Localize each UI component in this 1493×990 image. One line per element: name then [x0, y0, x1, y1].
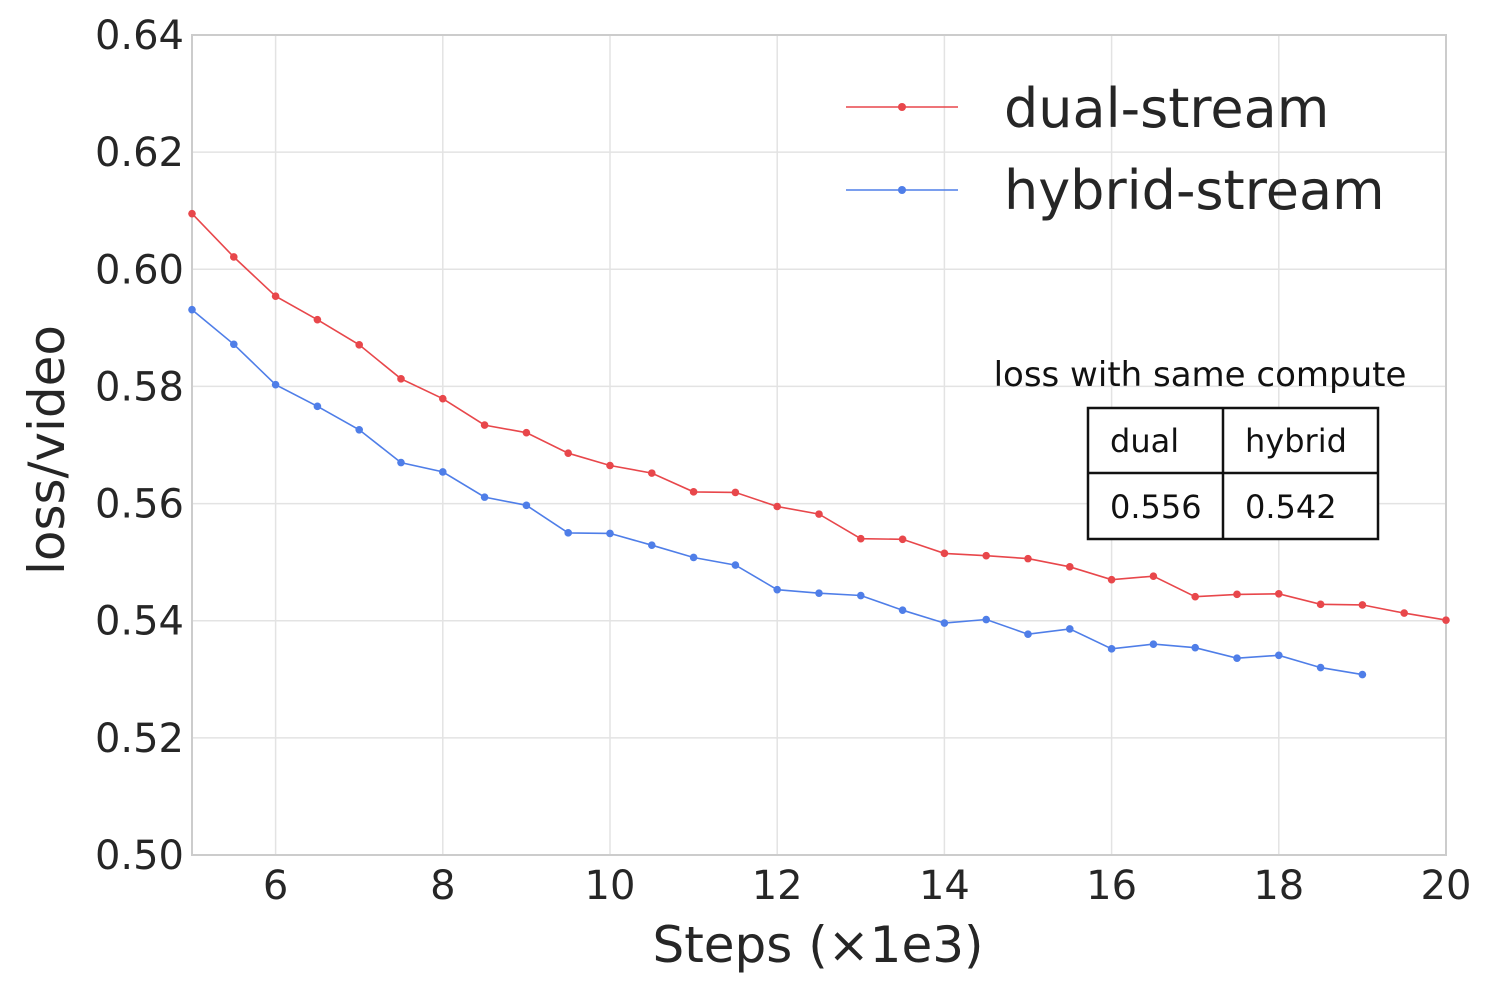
data-point-hybrid-stream — [313, 402, 322, 411]
data-point-dual-stream — [815, 510, 823, 518]
legend-marker-hybrid-stream — [898, 186, 906, 194]
y-tick-label: 0.56 — [95, 482, 184, 528]
data-point-dual-stream — [857, 534, 865, 543]
data-point-hybrid-stream — [480, 493, 489, 501]
data-point-hybrid-stream — [940, 619, 949, 627]
data-point-hybrid-stream — [522, 501, 531, 510]
series-hybrid-stream — [188, 305, 1367, 679]
data-point-dual-stream — [731, 488, 740, 497]
x-tick-label: 16 — [1086, 863, 1137, 909]
y-axis-ticks: 0.50 0.52 0.54 0.56 0.58 0.60 0.62 0.64 — [95, 13, 184, 879]
data-point-hybrid-stream — [773, 585, 781, 594]
data-point-hybrid-stream — [648, 541, 656, 549]
data-point-dual-stream — [1191, 592, 1199, 601]
data-point-hybrid-stream — [982, 615, 990, 624]
data-point-hybrid-stream — [1024, 630, 1032, 638]
data-point-hybrid-stream — [355, 425, 364, 434]
data-point-hybrid-stream — [1107, 645, 1116, 653]
data-point-dual-stream — [898, 535, 907, 544]
x-tick-label: 8 — [430, 863, 455, 909]
data-point-hybrid-stream — [606, 529, 614, 538]
x-tick-label: 18 — [1253, 863, 1304, 909]
data-point-dual-stream — [1233, 590, 1241, 599]
inset-header-dual: dual — [1110, 422, 1179, 460]
data-point-dual-stream — [773, 502, 781, 511]
data-point-hybrid-stream — [1233, 654, 1241, 662]
data-point-hybrid-stream — [731, 561, 740, 569]
legend-label-dual-stream: dual-stream — [1004, 77, 1329, 140]
data-point-dual-stream — [1149, 572, 1158, 580]
data-point-hybrid-stream — [1358, 670, 1367, 679]
data-point-hybrid-stream — [188, 305, 196, 314]
data-point-dual-stream — [689, 488, 698, 496]
data-point-hybrid-stream — [439, 468, 447, 476]
inset-value-dual: 0.556 — [1110, 488, 1202, 526]
plot-frame — [191, 34, 1447, 856]
x-tick-label: 10 — [585, 863, 636, 909]
x-axis-ticks: 6 8 10 12 14 16 18 20 — [263, 863, 1472, 909]
data-point-dual-stream — [313, 315, 322, 324]
data-point-dual-stream — [439, 394, 447, 403]
data-point-hybrid-stream — [1066, 625, 1074, 633]
y-tick-label: 0.54 — [95, 599, 184, 645]
data-point-dual-stream — [606, 461, 614, 470]
data-point-dual-stream — [1358, 601, 1367, 609]
legend-label-hybrid-stream: hybrid-stream — [1004, 159, 1385, 222]
data-point-dual-stream — [564, 449, 572, 458]
data-point-dual-stream — [940, 549, 949, 558]
inset-value-hybrid: 0.542 — [1245, 488, 1337, 526]
data-point-dual-stream — [982, 551, 990, 560]
data-point-hybrid-stream — [898, 606, 907, 614]
legend-marker-dual-stream — [898, 103, 906, 111]
data-point-dual-stream — [1107, 575, 1116, 584]
data-point-dual-stream — [1275, 589, 1283, 598]
data-point-dual-stream — [648, 469, 656, 477]
inset-header-hybrid: hybrid — [1245, 422, 1347, 460]
data-point-hybrid-stream — [857, 591, 865, 600]
y-tick-label: 0.50 — [95, 833, 184, 879]
y-tick-label: 0.52 — [95, 716, 184, 762]
x-tick-label: 12 — [752, 863, 803, 909]
inset-table: loss with same compute dual hybrid 0.556… — [994, 355, 1407, 541]
data-point-hybrid-stream — [1191, 643, 1199, 652]
data-point-hybrid-stream — [1149, 640, 1158, 648]
data-point-dual-stream — [480, 421, 489, 429]
data-point-dual-stream — [230, 253, 238, 261]
x-tick-label: 6 — [263, 863, 288, 909]
data-point-dual-stream — [1442, 616, 1450, 624]
y-axis-title: loss/video — [18, 325, 76, 575]
y-tick-label: 0.58 — [95, 364, 184, 410]
x-tick-label: 14 — [919, 863, 970, 909]
data-point-dual-stream — [522, 428, 531, 437]
y-tick-label: 0.60 — [95, 247, 184, 293]
data-point-hybrid-stream — [230, 340, 238, 349]
y-tick-label: 0.64 — [95, 13, 184, 59]
x-axis-title: Steps (×1e3) — [652, 916, 983, 974]
series-dual-stream — [188, 209, 1450, 624]
series-layer — [188, 209, 1450, 679]
data-point-hybrid-stream — [689, 553, 698, 562]
data-point-dual-stream — [355, 341, 364, 349]
data-point-hybrid-stream — [815, 589, 823, 597]
data-point-hybrid-stream — [397, 458, 405, 467]
data-point-hybrid-stream — [271, 380, 280, 389]
inset-table-title: loss with same compute — [994, 355, 1407, 395]
legend: dual-stream hybrid-stream — [846, 77, 1385, 222]
data-point-dual-stream — [1066, 563, 1074, 571]
data-point-dual-stream — [271, 292, 280, 301]
data-point-dual-stream — [1316, 600, 1325, 609]
x-tick-label: 20 — [1421, 863, 1472, 909]
data-point-dual-stream — [397, 375, 405, 383]
data-point-hybrid-stream — [1275, 651, 1283, 660]
data-point-dual-stream — [188, 209, 196, 218]
data-point-hybrid-stream — [1316, 663, 1325, 672]
data-point-dual-stream — [1024, 554, 1032, 563]
y-tick-label: 0.62 — [95, 130, 184, 176]
data-point-dual-stream — [1400, 609, 1408, 617]
data-point-hybrid-stream — [564, 529, 572, 537]
